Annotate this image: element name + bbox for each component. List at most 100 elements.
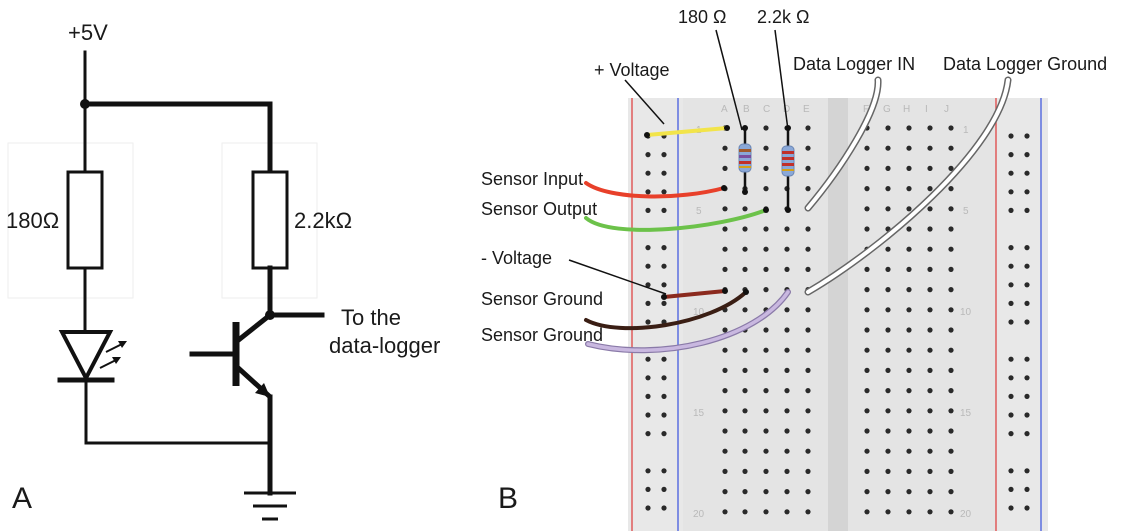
breadboard-hole [805, 125, 811, 131]
breadboard-hole [906, 206, 912, 212]
power-rail-hole [1008, 133, 1014, 139]
breadboard-hole [784, 468, 790, 474]
breadboard-hole [805, 448, 811, 454]
breadboard-hole [722, 367, 728, 373]
breadboard-hole [805, 307, 811, 313]
breadboard-hole [763, 509, 769, 515]
breadboard-hole [805, 246, 811, 252]
power-rail-hole [661, 300, 667, 306]
breadboard-hole [722, 246, 728, 252]
power-rail-hole [1024, 170, 1030, 176]
breadboard-hole [906, 165, 912, 171]
breadboard-hole [722, 206, 728, 212]
power-rail-hole [1024, 245, 1030, 251]
sensor-ground-wire-1 [584, 290, 748, 331]
resistor-180-label: 180 Ω [678, 7, 727, 27]
power-rail-hole [645, 245, 651, 251]
power-rail-hole [1008, 245, 1014, 251]
callout-labels: + Voltage 180 Ω 2.2k Ω Data Logger IN Da… [481, 7, 1107, 345]
power-rail-hole [661, 356, 667, 362]
column-letters: A B C D E F G H I J [721, 104, 949, 115]
sensor-input-label: Sensor Input [481, 169, 583, 189]
breadboard-hole [763, 287, 769, 293]
breadboard-hole [948, 448, 954, 454]
sensor-ground-wire-2 [586, 290, 790, 352]
breadboard-hole [927, 307, 933, 313]
power-rail-hole [1024, 468, 1030, 474]
breadboard-hole [742, 428, 748, 434]
breadboard-hole [722, 327, 728, 333]
breadboard-hole [763, 468, 769, 474]
transistor-symbol [189, 310, 325, 496]
breadboard-hole [885, 206, 891, 212]
breadboard-hole [742, 347, 748, 353]
breadboard-hole [927, 408, 933, 414]
breadboard-hole [722, 165, 728, 171]
col-letter-b: B [743, 104, 750, 115]
resistor-180-leader [715, 29, 743, 131]
breadboard-hole [763, 266, 769, 272]
breadboard-hole [763, 489, 769, 495]
breadboard-hole [763, 408, 769, 414]
panel-a-schematic: +5V 180Ω 2.2kΩ [6, 20, 440, 521]
breadboard-hole [906, 307, 912, 313]
breadboard-hole [885, 509, 891, 515]
power-rail-hole [645, 468, 651, 474]
sensor-ground-label-1: Sensor Ground [481, 289, 603, 309]
power-rail-hole [661, 207, 667, 213]
ground-symbol [244, 491, 296, 521]
resistor-2-symbol [251, 170, 289, 270]
breadboard-hole [885, 468, 891, 474]
breadboard-hole [742, 246, 748, 252]
col-letter-j: J [944, 104, 949, 115]
power-rail-hole [661, 170, 667, 176]
breadboard-hole [885, 367, 891, 373]
power-rail-hole [1008, 468, 1014, 474]
power-rail-hole [661, 468, 667, 474]
row-number-20-right: 20 [960, 509, 972, 520]
col-letter-a: A [721, 104, 728, 115]
row-number-5-right: 5 [963, 206, 969, 217]
breadboard-hole [927, 489, 933, 495]
breadboard-hole [722, 347, 728, 353]
power-rail-hole [1024, 505, 1030, 511]
resistor-1-label: 180Ω [6, 208, 59, 233]
breadboard-hole [864, 509, 870, 515]
breadboard-hole [864, 428, 870, 434]
breadboard-hole [864, 489, 870, 495]
power-rail-hole [1008, 375, 1014, 381]
breadboard-hole [948, 125, 954, 131]
breadboard-hole [948, 388, 954, 394]
breadboard-hole [722, 468, 728, 474]
breadboard-hole [927, 327, 933, 333]
power-rail-hole [1008, 486, 1014, 492]
data-logger-in-wire [806, 78, 881, 210]
power-rail-hole [1024, 393, 1030, 399]
breadboard-hole [885, 388, 891, 394]
data-logger-in-label: Data Logger IN [793, 54, 915, 74]
plus-voltage-label: + Voltage [594, 60, 670, 80]
power-rail-hole [1008, 300, 1014, 306]
breadboard-hole [805, 145, 811, 151]
breadboard-hole [885, 266, 891, 272]
breadboard-hole [784, 448, 790, 454]
breadboard-hole [784, 388, 790, 394]
right-power-rail [996, 98, 1048, 531]
row-number-20-left: 20 [693, 509, 705, 520]
breadboard-hole [948, 246, 954, 252]
breadboard-hole [864, 307, 870, 313]
power-rail-hole [661, 152, 667, 158]
breadboard-hole [864, 266, 870, 272]
breadboard-hole [927, 468, 933, 474]
col-letter-d: D [783, 104, 790, 115]
breadboard-hole [885, 287, 891, 293]
panel-a-letter: A [12, 482, 32, 515]
power-rail-hole [1008, 505, 1014, 511]
breadboard-hole [742, 206, 748, 212]
power-rail-hole [1024, 356, 1030, 362]
breadboard-hole [948, 165, 954, 171]
breadboard-hole [927, 448, 933, 454]
breadboard-hole [948, 307, 954, 313]
breadboard-hole [948, 226, 954, 232]
breadboard-hole [885, 448, 891, 454]
